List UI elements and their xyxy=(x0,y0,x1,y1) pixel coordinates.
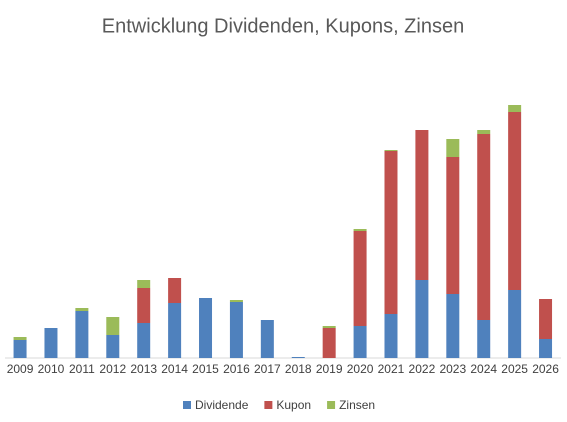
x-tick-label: 2020 xyxy=(347,362,374,376)
x-tick-label: 2015 xyxy=(192,362,219,376)
bar-segment xyxy=(168,278,182,303)
bar-segment xyxy=(322,326,336,328)
bar-segment xyxy=(415,130,429,280)
x-tick-label: 2022 xyxy=(409,362,436,376)
bar-segment xyxy=(106,317,120,335)
bar-segment xyxy=(75,311,89,358)
bar-segment xyxy=(168,303,182,358)
legend-swatch xyxy=(183,401,191,409)
bar-segment xyxy=(384,151,398,314)
bar-segment xyxy=(137,280,151,288)
bar-segment xyxy=(508,290,522,358)
bar-segment xyxy=(353,231,367,326)
bar-segment xyxy=(384,314,398,358)
x-tick-label: 2025 xyxy=(501,362,528,376)
chart-title: Entwicklung Dividenden, Kupons, Zinsen xyxy=(102,15,464,37)
bar-segment xyxy=(75,308,89,311)
legend-swatch xyxy=(327,401,336,409)
bar-segment xyxy=(44,328,58,358)
bar-segment xyxy=(446,294,460,358)
x-tick-label: 2024 xyxy=(470,362,497,376)
bar-segment xyxy=(539,299,553,339)
x-tick-label: 2023 xyxy=(439,362,466,376)
x-tick-label: 2011 xyxy=(69,362,95,376)
bar-segment xyxy=(353,229,367,231)
x-tick-label: 2019 xyxy=(316,362,343,376)
bar-segment xyxy=(384,150,398,151)
x-tick-label: 2014 xyxy=(161,362,188,376)
x-tick-label: 2016 xyxy=(223,362,250,376)
x-tick-label: 2010 xyxy=(38,362,65,376)
bar-segment xyxy=(137,288,151,323)
x-tick-label: 2021 xyxy=(378,362,405,376)
x-tick-label: 2009 xyxy=(7,362,34,376)
bar-segment xyxy=(477,134,491,320)
bar-segment xyxy=(446,139,460,157)
legend-label: Dividende xyxy=(195,398,249,412)
bar-segment xyxy=(291,357,305,358)
bar-segment xyxy=(477,320,491,358)
bar-segment xyxy=(353,326,367,358)
bar-segment xyxy=(106,335,120,358)
bar-segment xyxy=(229,300,243,302)
bar-segment xyxy=(229,302,243,358)
bar-segment xyxy=(260,320,274,358)
bar-segment xyxy=(415,280,429,358)
x-tick-label: 2013 xyxy=(130,362,157,376)
bar-segment xyxy=(199,298,213,358)
x-tick-label: 2012 xyxy=(99,362,126,376)
x-tick-label: 2018 xyxy=(285,362,312,376)
x-tick-label: 2026 xyxy=(532,362,559,376)
legend-label: Zinsen xyxy=(339,398,375,412)
bar-segment xyxy=(477,130,491,134)
bar-segment xyxy=(508,112,522,290)
bar-segment xyxy=(508,105,522,112)
bar-segment xyxy=(13,340,27,358)
legend-label: Kupon xyxy=(276,398,311,412)
bar-segment xyxy=(137,323,151,358)
bar-segment xyxy=(539,339,553,358)
bar-segment xyxy=(13,337,27,340)
legend-swatch xyxy=(264,401,273,409)
x-tick-label: 2017 xyxy=(254,362,281,376)
bar-segment xyxy=(322,328,336,358)
bar-segment xyxy=(446,157,460,294)
